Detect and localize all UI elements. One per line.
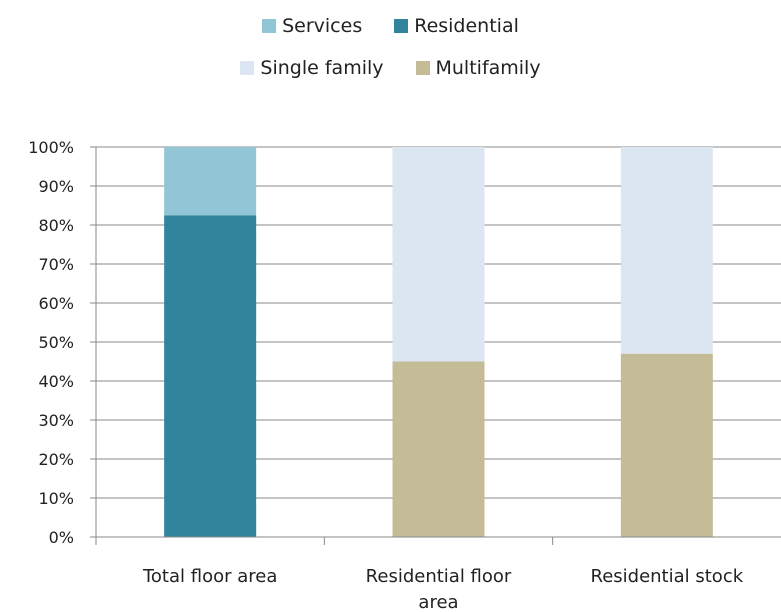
y-tick-label: 0% bbox=[49, 528, 74, 547]
legend-label: Multifamily bbox=[435, 57, 541, 79]
y-tick-label: 50% bbox=[38, 333, 74, 352]
y-tick-label: 40% bbox=[38, 372, 74, 391]
y-tick-label: 10% bbox=[38, 489, 74, 508]
x-category-label: area bbox=[418, 592, 458, 612]
legend-row-1: Services Residential bbox=[0, 12, 781, 40]
legend-item: Residential bbox=[394, 15, 519, 37]
legend-item: Services bbox=[262, 15, 362, 37]
legend-item: Multifamily bbox=[415, 57, 541, 79]
x-category-label: Residential floor bbox=[366, 566, 512, 587]
y-tick-label: 90% bbox=[38, 177, 74, 196]
legend-label: Services bbox=[282, 15, 363, 37]
bar-services bbox=[164, 147, 257, 216]
bar-multifamily bbox=[620, 353, 713, 537]
legend-swatch bbox=[262, 19, 277, 33]
legend-label: Single family bbox=[260, 57, 384, 79]
legend-swatch bbox=[240, 61, 255, 75]
y-tick-label: 70% bbox=[38, 255, 74, 274]
y-tick-label: 80% bbox=[38, 216, 74, 235]
x-category-label: Total floor area bbox=[142, 566, 277, 587]
bar-single-family bbox=[392, 147, 485, 362]
y-tick-label: 30% bbox=[38, 411, 74, 430]
legend-swatch bbox=[415, 61, 430, 75]
y-tick-label: 100% bbox=[28, 138, 74, 157]
legend-row-2: Single family Multifamily bbox=[0, 54, 781, 82]
y-tick-label: 20% bbox=[38, 450, 74, 469]
bar-residential bbox=[164, 215, 257, 537]
legend-item: Single family bbox=[240, 57, 384, 79]
bar-multifamily bbox=[392, 361, 485, 537]
legend-swatch bbox=[394, 19, 409, 33]
bar-single-family bbox=[620, 147, 713, 354]
y-tick-label: 60% bbox=[38, 294, 74, 313]
x-category-label: Residential stock bbox=[591, 566, 744, 587]
legend-label: Residential bbox=[414, 15, 519, 37]
